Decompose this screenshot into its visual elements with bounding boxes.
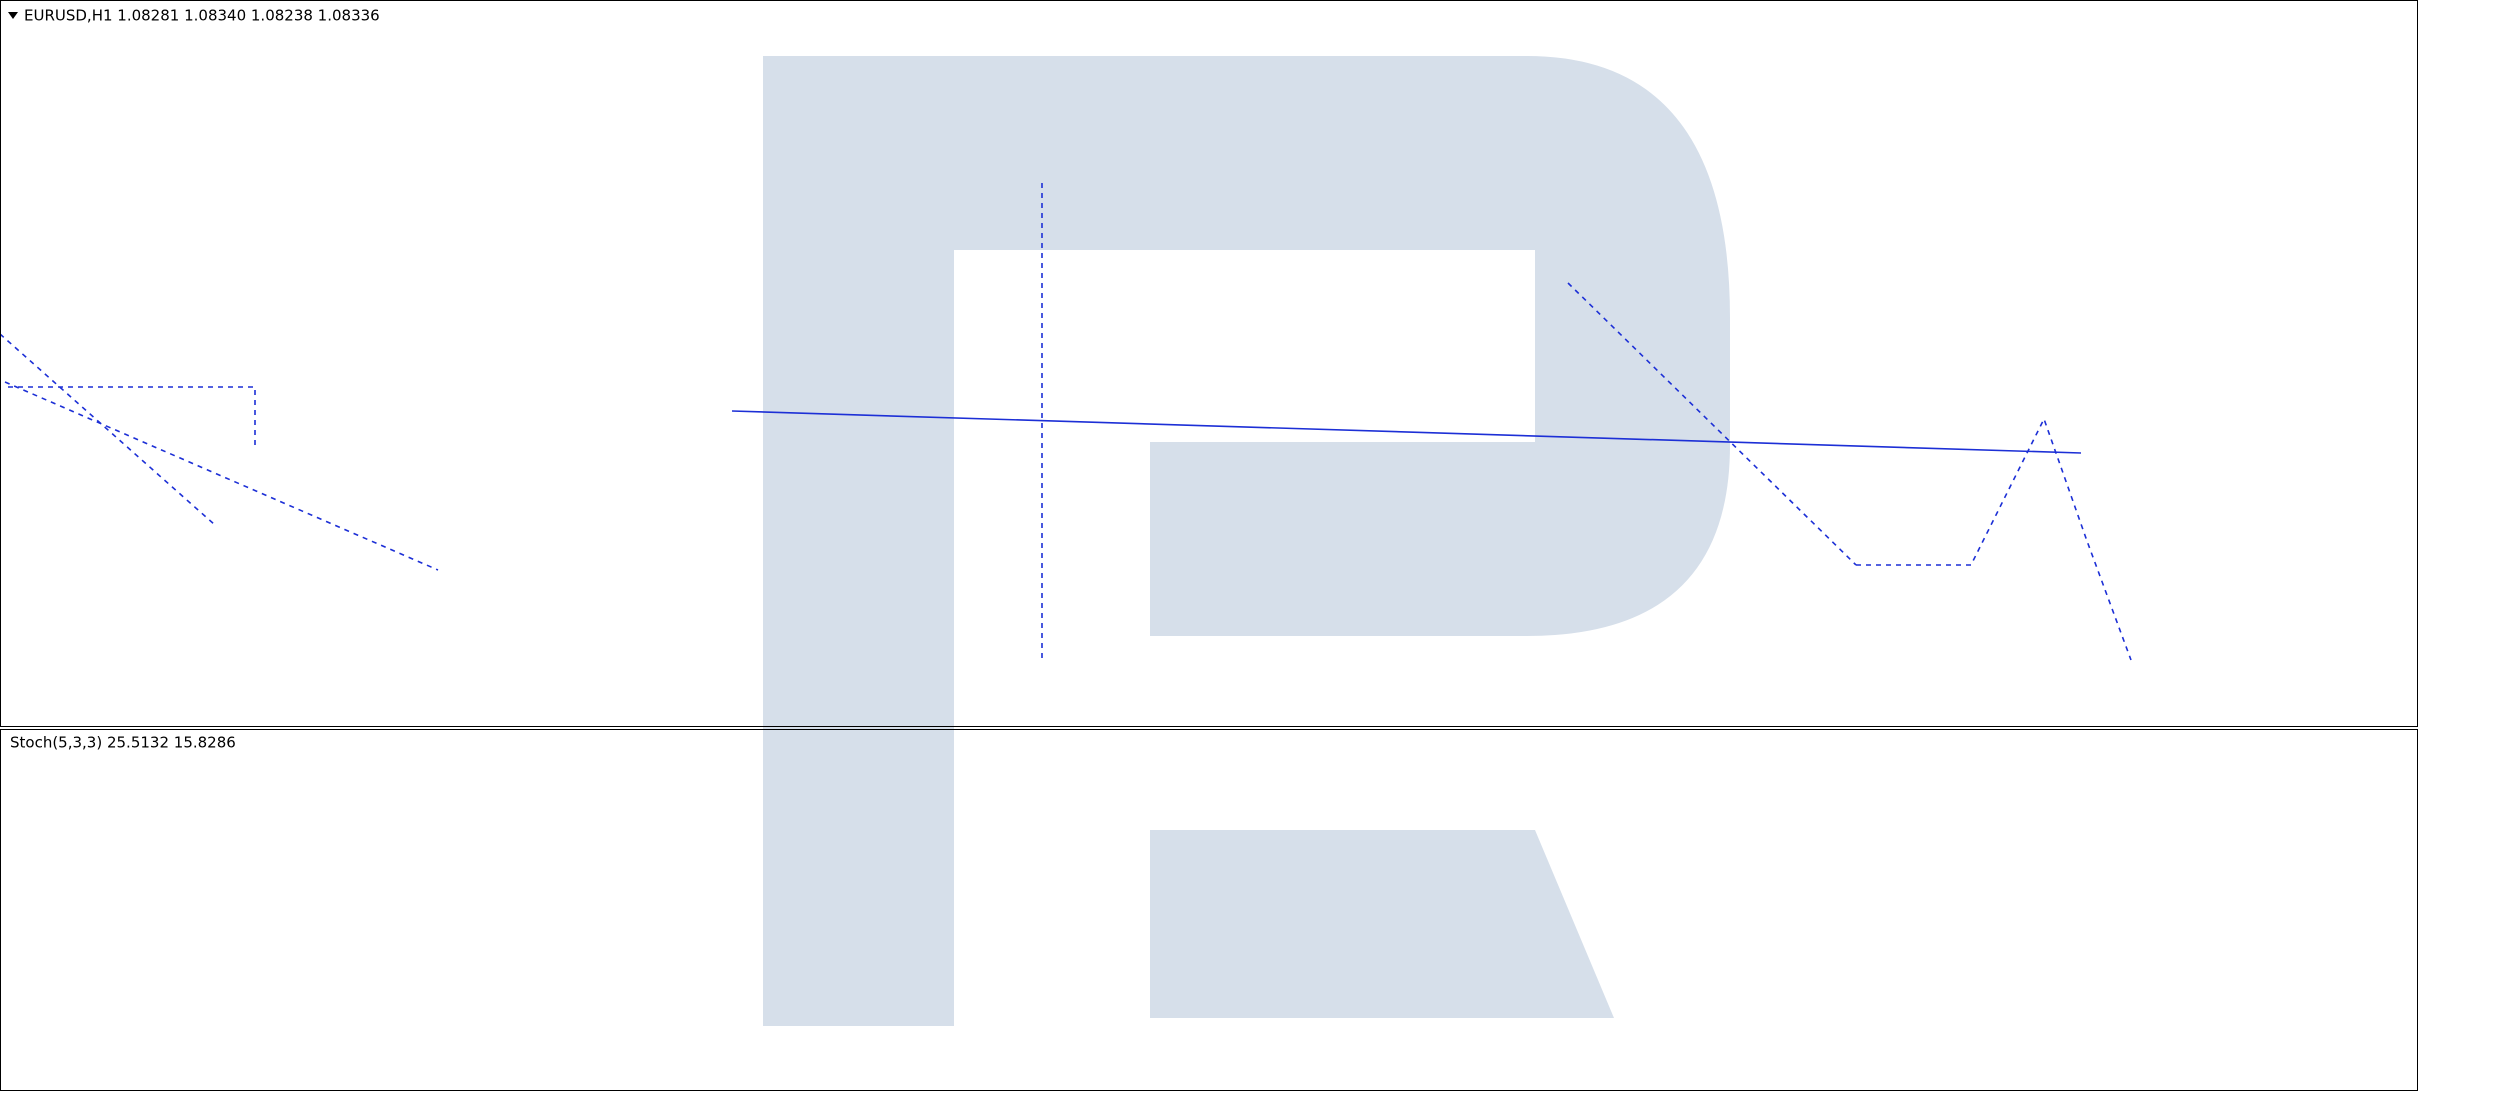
dashed-line	[0, 333, 216, 526]
menu-triangle	[8, 12, 18, 19]
stoch-panel-border	[0, 729, 2418, 1091]
main-panel-border	[0, 0, 2418, 727]
watermark-logo	[1150, 830, 1614, 1018]
dashed-line	[8, 386, 256, 450]
watermark	[763, 56, 1730, 1026]
trend-line	[731, 410, 2082, 454]
watermark-logo	[763, 56, 1730, 1026]
indicator-title: Stoch(5,3,3) 25.5132 15.8286	[10, 734, 236, 752]
dashed-line	[4, 381, 439, 571]
dashed-line	[1567, 282, 1857, 566]
dashed-drawings	[0, 183, 2132, 661]
drawings	[0, 183, 2132, 661]
chart-title: EURUSD,H1 1.08281 1.08340 1.08238 1.0833…	[24, 7, 380, 25]
